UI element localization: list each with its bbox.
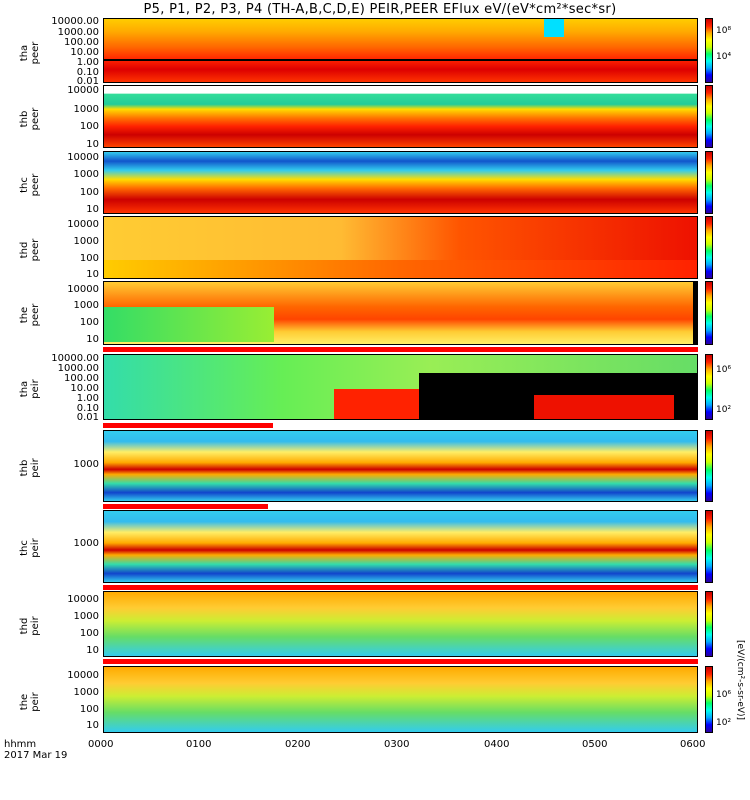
ytick: 1.00 — [76, 57, 99, 68]
spectrogram-panel-thb-peir — [103, 430, 698, 502]
ytick: 10000 — [67, 594, 99, 605]
colorbar-tick: 10⁴ — [716, 52, 732, 62]
ytick: 100 — [79, 121, 99, 132]
colorbar-1 — [705, 18, 713, 83]
ytick: 10000 — [67, 284, 99, 295]
ytick: 10 — [86, 645, 99, 656]
ytick: 10 — [86, 139, 99, 150]
spectrogram-panel-tha-peer — [103, 18, 698, 83]
ytick: 100 — [79, 187, 99, 198]
spectrogram-panel-thd-peer — [103, 216, 698, 279]
ytick: 10000.00 — [51, 16, 99, 27]
ytick: 1000.00 — [57, 363, 99, 374]
spectrogram-panel-tha-peir — [103, 354, 698, 420]
ylabel-thd-peer: thd peer — [19, 238, 41, 262]
ytick: 10 — [86, 334, 99, 345]
xtick: 0600 — [680, 739, 706, 750]
ytick: 100 — [79, 317, 99, 328]
ytick: 1000 — [73, 104, 99, 115]
colorbar-6 — [705, 354, 713, 420]
date-label: 2017 Mar 19 — [4, 750, 68, 761]
colorbar-tick: 10⁶ — [716, 365, 732, 375]
ytick: 10000 — [67, 219, 99, 230]
ytick: 10 — [86, 204, 99, 215]
ytick: 1000 — [73, 611, 99, 622]
colorbar-title: [eV/(cm²-s-sr-eV)] — [735, 640, 745, 721]
xtick: 0100 — [186, 739, 212, 750]
ytick: 100.00 — [64, 37, 99, 48]
ylabel-thb-peer: thb peer — [19, 107, 41, 131]
ytick: 1000 — [73, 300, 99, 311]
ytick: 100.00 — [64, 373, 99, 384]
xtick: 0200 — [285, 739, 311, 750]
chart-title: P5, P1, P2, P3, P4 (TH-A,B,C,D,E) PEIR,P… — [143, 2, 617, 17]
colorbar-8 — [705, 510, 713, 583]
ytick: 10.00 — [70, 383, 99, 394]
ylabel-tha-peer: tha peer — [19, 41, 41, 65]
ylabel-thc-peer: thc peer — [19, 173, 41, 197]
ytick: 100 — [79, 628, 99, 639]
xtick: 0500 — [582, 739, 608, 750]
ytick: 1.00 — [76, 393, 99, 404]
spectrogram-panel-thc-peer — [103, 151, 698, 214]
ytick: 10 — [86, 720, 99, 731]
colorbar-tick: 10² — [716, 718, 732, 728]
spectrogram-panel-the-peir — [103, 666, 698, 733]
ytick: 0.01 — [76, 76, 99, 87]
ytick: 10000.00 — [51, 353, 99, 364]
xtick: 0300 — [384, 739, 410, 750]
ytick: 10000 — [67, 670, 99, 681]
ytick: 1000 — [73, 459, 99, 470]
ytick: 1000 — [73, 169, 99, 180]
data-quality-bar-5 — [103, 659, 698, 664]
ytick: 100 — [79, 253, 99, 264]
colorbar-5 — [705, 281, 713, 345]
ylabel-thc-peir: thc peir — [19, 538, 41, 558]
colorbar-3 — [705, 151, 713, 214]
colorbar-2 — [705, 85, 713, 148]
colorbar-tick: 10² — [716, 405, 732, 415]
data-quality-bar-3 — [103, 504, 268, 509]
colorbar-7 — [705, 430, 713, 502]
data-quality-bar-4 — [103, 585, 698, 590]
ytick: 10000 — [67, 152, 99, 163]
ytick: 0.10 — [76, 67, 99, 78]
x-axis-label: hhmm — [4, 739, 37, 750]
ylabel-tha-peir: tha peir — [19, 379, 41, 399]
spectrogram-panel-thc-peir — [103, 510, 698, 583]
ylabel-the-peir: the peir — [19, 692, 41, 712]
ytick: 100 — [79, 704, 99, 715]
xtick: 0400 — [484, 739, 510, 750]
data-quality-bar-1 — [103, 347, 698, 352]
ylabel-thb-peir: thb peir — [19, 458, 41, 478]
spectrogram-panel-thd-peir — [103, 591, 698, 657]
colorbar-tick: 10⁸ — [716, 26, 732, 36]
colorbar-9 — [705, 591, 713, 657]
spectrogram-panel-thb-peer — [103, 85, 698, 148]
ytick: 1000 — [73, 538, 99, 549]
xtick: 0000 — [88, 739, 114, 750]
colorbar-tick: 10⁶ — [716, 690, 732, 700]
colorbar-4 — [705, 216, 713, 279]
ytick: 1000.00 — [57, 27, 99, 38]
ytick: 10 — [86, 269, 99, 280]
ytick: 1000 — [73, 236, 99, 247]
ytick: 10000 — [67, 85, 99, 96]
ytick: 0.01 — [76, 412, 99, 423]
ytick: 10.00 — [70, 47, 99, 58]
ylabel-thd-peir: thd peir — [19, 616, 41, 636]
ytick: 1000 — [73, 687, 99, 698]
ytick: 0.10 — [76, 403, 99, 414]
ylabel-the-peer: the peer — [19, 303, 41, 327]
colorbar-10 — [705, 666, 713, 733]
data-quality-bar-2 — [103, 423, 273, 428]
spectrogram-panel-the-peer — [103, 281, 698, 345]
